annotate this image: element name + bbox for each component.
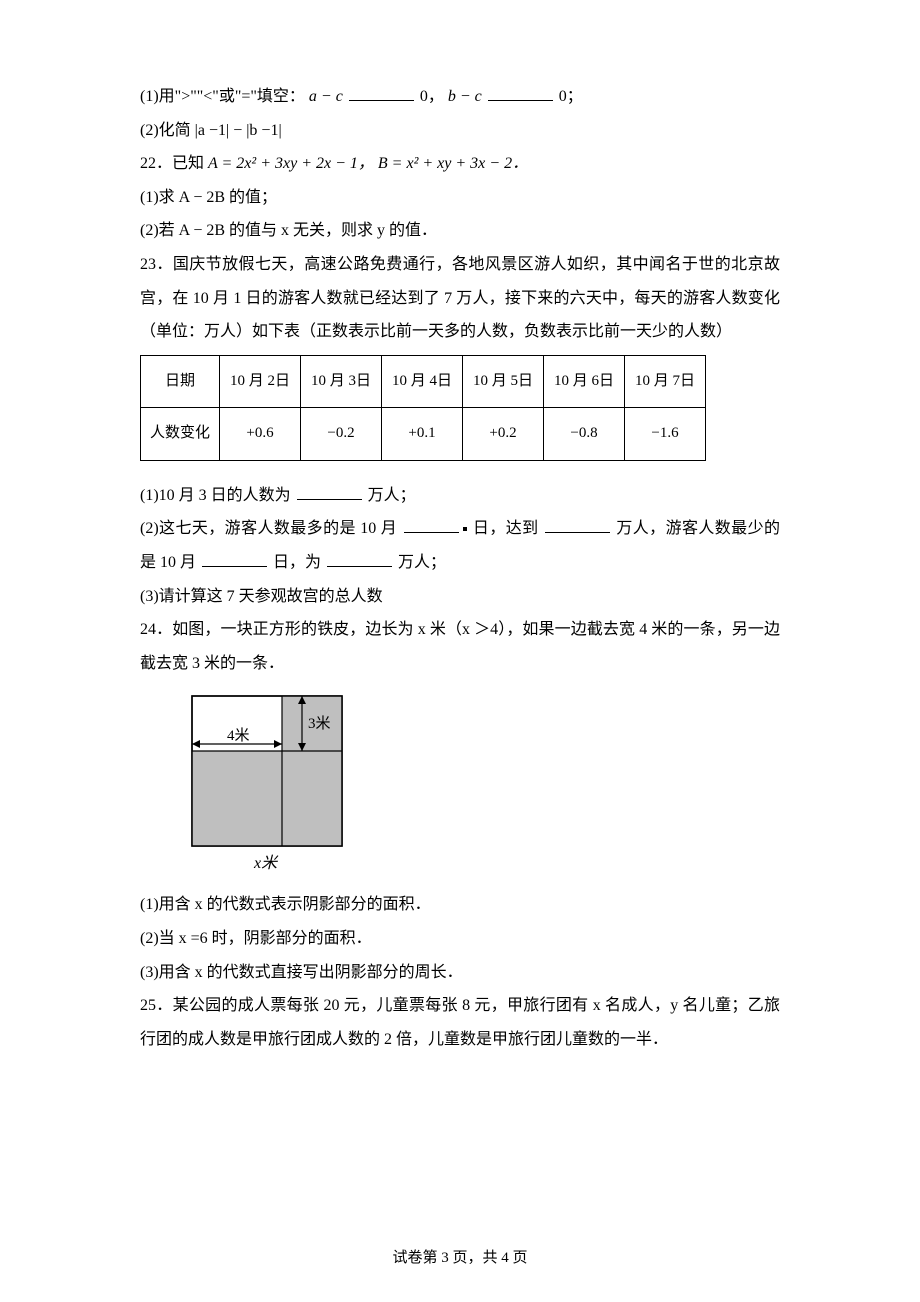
q21-zero1: 0， — [420, 88, 444, 105]
blank-maxnum[interactable] — [545, 516, 610, 533]
q22-stem: 22．已知 A = 2x² + 3xy + 2x − 1， B = x² + x… — [140, 147, 780, 181]
page-footer: 试卷第 3 页，共 4 页 — [0, 1243, 920, 1275]
value-cell: −0.2 — [301, 408, 382, 461]
value-cell: +0.1 — [382, 408, 463, 461]
blank-bc[interactable] — [488, 84, 553, 101]
q22-B: B = x² + xy + 3x − 2． — [378, 155, 528, 172]
value-cell: +0.2 — [463, 408, 544, 461]
blank-ac[interactable] — [349, 84, 414, 101]
date-cell: 10 月 5日 — [463, 355, 544, 408]
q23-2d: 日，为 — [273, 554, 321, 571]
date-cell: 10 月 2日 — [220, 355, 301, 408]
value-cell: +0.6 — [220, 408, 301, 461]
q21-expr1: a − c — [309, 88, 343, 105]
q24-part3: (3)用含 x 的代数式直接写出阴影部分的周长． — [140, 956, 780, 990]
visitors-table: 日期 10 月 2日 10 月 3日 10 月 4日 10 月 5日 10 月 … — [140, 355, 706, 461]
date-cell: 10 月 6日 — [544, 355, 625, 408]
date-cell: 10 月 3日 — [301, 355, 382, 408]
value-cell: −1.6 — [625, 408, 706, 461]
q22-part2: (2)若 A − 2B 的值与 x 无关，则求 y 的值． — [140, 214, 780, 248]
table-row: 人数变化 +0.6 −0.2 +0.1 +0.2 −0.8 −1.6 — [141, 408, 706, 461]
blank-maxday[interactable] — [404, 516, 459, 533]
q23-part1: (1)10 月 3 日的人数为 万人； — [140, 479, 780, 513]
q24-stem: 24．如图，一块正方形的铁皮，边长为 x 米（x ＞4），如果一边截去宽 4 米… — [140, 613, 780, 680]
label-3m: 3米 — [308, 715, 331, 732]
square-figure: 4米 3米 x米 — [172, 686, 382, 886]
q21-1-text: (1)用">""<"或"="填空： — [140, 88, 305, 105]
label-xm: x米 — [253, 854, 279, 872]
date-cell: 10 月 7日 — [625, 355, 706, 408]
q22-A: A = 2x² + 3xy + 2x − 1， — [208, 155, 374, 172]
blank-minnum[interactable] — [327, 550, 392, 567]
q25-stem: 25．某公园的成人票每张 20 元，儿童票每张 8 元，甲旅行团有 x 名成人，… — [140, 989, 780, 1056]
q22-part1: (1)求 A − 2B 的值； — [140, 181, 780, 215]
blank-minday[interactable] — [202, 550, 267, 567]
q22-prefix: 22．已知 — [140, 155, 208, 172]
value-cell: −0.8 — [544, 408, 625, 461]
label-4m: 4米 — [227, 727, 250, 744]
q21-part1: (1)用">""<"或"="填空： a − c 0， b − c 0； — [140, 80, 780, 114]
q23-1b: 万人； — [368, 487, 416, 504]
q21-part2: (2)化简 |a −1| − |b −1| — [140, 114, 780, 148]
q21-expr2: b − c — [448, 88, 482, 105]
date-header: 日期 — [141, 355, 220, 408]
q23-2e: 万人； — [398, 554, 446, 571]
blank-day3[interactable] — [297, 483, 362, 500]
q23-2a: (2)这七天，游客人数最多的是 10 月 — [140, 520, 397, 537]
q24-part1: (1)用含 x 的代数式表示阴影部分的面积． — [140, 888, 780, 922]
table-row: 日期 10 月 2日 10 月 3日 10 月 4日 10 月 5日 10 月 … — [141, 355, 706, 408]
q23-stem: 23．国庆节放假七天，高速公路免费通行，各地风景区游人如织，其中闻名于世的北京故… — [140, 248, 780, 349]
q24-part2: (2)当 x =6 时，阴影部分的面积． — [140, 922, 780, 956]
dot-icon — [463, 527, 467, 531]
q23-2b: 日，达到 — [473, 520, 539, 537]
q23-part2: (2)这七天，游客人数最多的是 10 月 日，达到 万人，游客人数最少的是 10… — [140, 512, 780, 579]
q23-part3: (3)请计算这 7 天参观故宫的总人数 — [140, 580, 780, 614]
q23-1a: (1)10 月 3 日的人数为 — [140, 487, 291, 504]
change-header: 人数变化 — [141, 408, 220, 461]
date-cell: 10 月 4日 — [382, 355, 463, 408]
q21-zero2: 0； — [559, 88, 583, 105]
